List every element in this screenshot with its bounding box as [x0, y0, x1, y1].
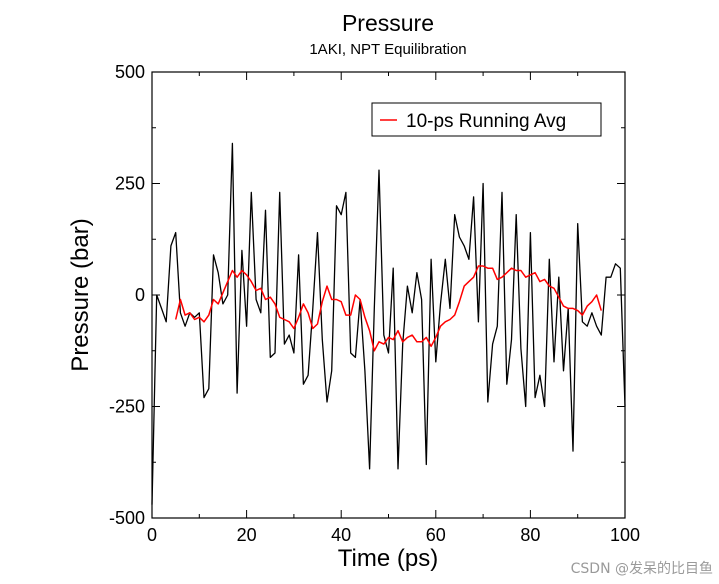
series-layer [151, 142, 626, 505]
x-tick-labels: 0 20 40 60 80 100 [147, 525, 640, 545]
axis-ticks [151, 71, 626, 519]
x-tick-label: 0 [147, 525, 157, 545]
chart-subtitle: 1AKI, NPT Equilibration [309, 41, 466, 58]
y-axis-label: Pressure (bar) [67, 218, 94, 371]
legend-label-running-avg: 10-ps Running Avg [406, 111, 566, 132]
x-tick-label: 100 [610, 525, 640, 545]
y-tick-label: 0 [135, 285, 145, 305]
y-tick-label: 500 [115, 62, 145, 82]
x-tick-label: 60 [426, 525, 446, 545]
series-line-10-ps-running-avg [174, 265, 603, 352]
series-line-pressure [151, 142, 626, 505]
x-tick-label: 40 [331, 525, 351, 545]
legend: 10-ps Running Avg [371, 102, 602, 137]
x-tick-label: 20 [237, 525, 257, 545]
x-tick-label: 80 [520, 525, 540, 545]
y-tick-label: 250 [115, 174, 145, 194]
y-tick-labels: -500 -250 0 250 500 [109, 62, 145, 528]
x-axis-label: Time (ps) [338, 545, 438, 572]
plot-frame [151, 71, 626, 519]
chart-title: Pressure [342, 10, 434, 36]
y-tick-label: -500 [109, 508, 145, 528]
legend-box [371, 102, 602, 137]
watermark-text: CSDN @发呆的比目鱼 [570, 561, 713, 577]
y-tick-label: -250 [109, 397, 145, 417]
